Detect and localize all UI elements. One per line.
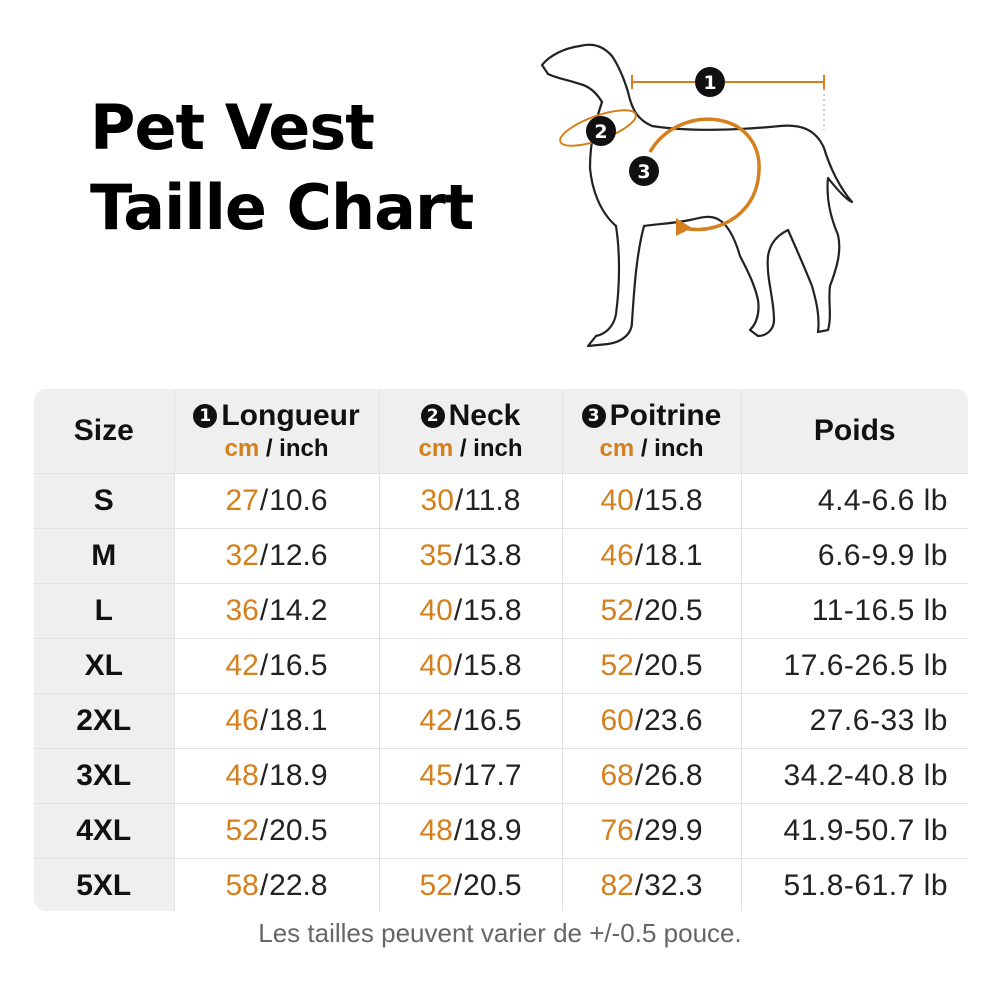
neck-cell: 30/11.8: [378, 473, 563, 529]
size-cell: 4XL: [34, 803, 175, 859]
title-line-2: Taille Chart: [90, 171, 474, 244]
size-cell: 5XL: [34, 858, 175, 911]
chest-cell: 40/15.8: [561, 473, 742, 529]
length-cell: 32/12.6: [173, 528, 380, 584]
chest-cell: 52/20.5: [561, 583, 742, 639]
table-header-row: Size 1 Longueur cm / inch 2 Neck cm / inch…: [34, 389, 968, 474]
chest-arrow-icon: [676, 218, 692, 236]
neck-cell: 42/16.5: [378, 693, 563, 749]
number-2-icon: 2: [420, 404, 445, 428]
marker-1-icon: 1: [695, 67, 725, 97]
number-1-icon: 1: [193, 404, 218, 428]
svg-text:2: 2: [594, 121, 607, 143]
weight-cell: 11-16.5 lb: [740, 583, 968, 639]
length-cell: 27/10.6: [173, 473, 380, 529]
table-row: 5XL 58/22.8 52/20.5 82/32.3 51.8-61.7 lb: [34, 858, 968, 911]
chest-cell: 46/18.1: [561, 528, 742, 584]
size-cell: XL: [34, 638, 175, 694]
size-cell: 2XL: [34, 693, 175, 749]
svg-text:1: 1: [703, 72, 716, 94]
length-cell: 36/14.2: [173, 583, 380, 639]
neck-cell: 35/13.8: [378, 528, 563, 584]
table-row: S 27/10.6 30/11.8 40/15.8 4.4-6.6 lb: [34, 473, 968, 529]
length-cell: 46/18.1: [173, 693, 380, 749]
table-row: 2XL 46/18.1 42/16.5 60/23.6 27.6-33 lb: [34, 693, 968, 749]
header-length: 1 Longueur cm / inch: [173, 389, 380, 474]
length-cell: 48/18.9: [173, 748, 380, 804]
chest-cell: 82/32.3: [561, 858, 742, 911]
chest-cell: 68/26.8: [561, 748, 742, 804]
size-cell: L: [34, 583, 175, 639]
neck-cell: 40/15.8: [378, 638, 563, 694]
weight-cell: 27.6-33 lb: [740, 693, 968, 749]
marker-2-icon: 2: [586, 116, 616, 146]
table-row: M 32/12.6 35/13.8 46/18.1 6.6-9.9 lb: [34, 528, 968, 584]
length-cell: 58/22.8: [173, 858, 380, 911]
weight-cell: 4.4-6.6 lb: [740, 473, 968, 529]
chest-arc: [648, 117, 761, 232]
svg-text:3: 3: [637, 161, 650, 183]
weight-cell: 34.2-40.8 lb: [740, 748, 968, 804]
table-row: XL 42/16.5 40/15.8 52/20.5 17.6-26.5 lb: [34, 638, 968, 694]
chest-cell: 60/23.6: [561, 693, 742, 749]
size-cell: 3XL: [34, 748, 175, 804]
table-row: 3XL 48/18.9 45/17.7 68/26.8 34.2-40.8 lb: [34, 748, 968, 804]
page-title: Pet Vest Taille Chart: [90, 88, 474, 248]
weight-cell: 41.9-50.7 lb: [740, 803, 968, 859]
marker-3-icon: 3: [629, 156, 659, 186]
chest-cell: 52/20.5: [561, 638, 742, 694]
number-3-icon: 3: [581, 404, 606, 428]
table-row: 4XL 52/20.5 48/18.9 76/29.9 41.9-50.7 lb: [34, 803, 968, 859]
neck-cell: 52/20.5: [378, 858, 563, 911]
header-neck: 2 Neck cm / inch: [378, 389, 563, 474]
header-chest: 3 Poitrine cm / inch: [561, 389, 742, 474]
weight-cell: 17.6-26.5 lb: [740, 638, 968, 694]
table-row: L 36/14.2 40/15.8 52/20.5 11-16.5 lb: [34, 583, 968, 639]
weight-cell: 51.8-61.7 lb: [740, 858, 968, 911]
size-table: Size 1 Longueur cm / inch 2 Neck cm / inch…: [34, 389, 968, 911]
footnote: Les tailles peuvent varier de +/-0.5 pou…: [258, 918, 742, 948]
dog-outline: [540, 43, 854, 348]
neck-cell: 45/17.7: [378, 748, 563, 804]
header-size: Size: [34, 389, 175, 474]
title-line-1: Pet Vest: [90, 91, 375, 164]
weight-cell: 6.6-9.9 lb: [740, 528, 968, 584]
size-cell: M: [34, 528, 175, 584]
length-cell: 42/16.5: [173, 638, 380, 694]
length-cell: 52/20.5: [173, 803, 380, 859]
dog-measurement-diagram: 1 2 3: [540, 43, 854, 348]
chest-cell: 76/29.9: [561, 803, 742, 859]
neck-cell: 40/15.8: [378, 583, 563, 639]
header-weight: Poids: [740, 389, 968, 474]
neck-cell: 48/18.9: [378, 803, 563, 859]
size-cell: S: [34, 473, 175, 529]
